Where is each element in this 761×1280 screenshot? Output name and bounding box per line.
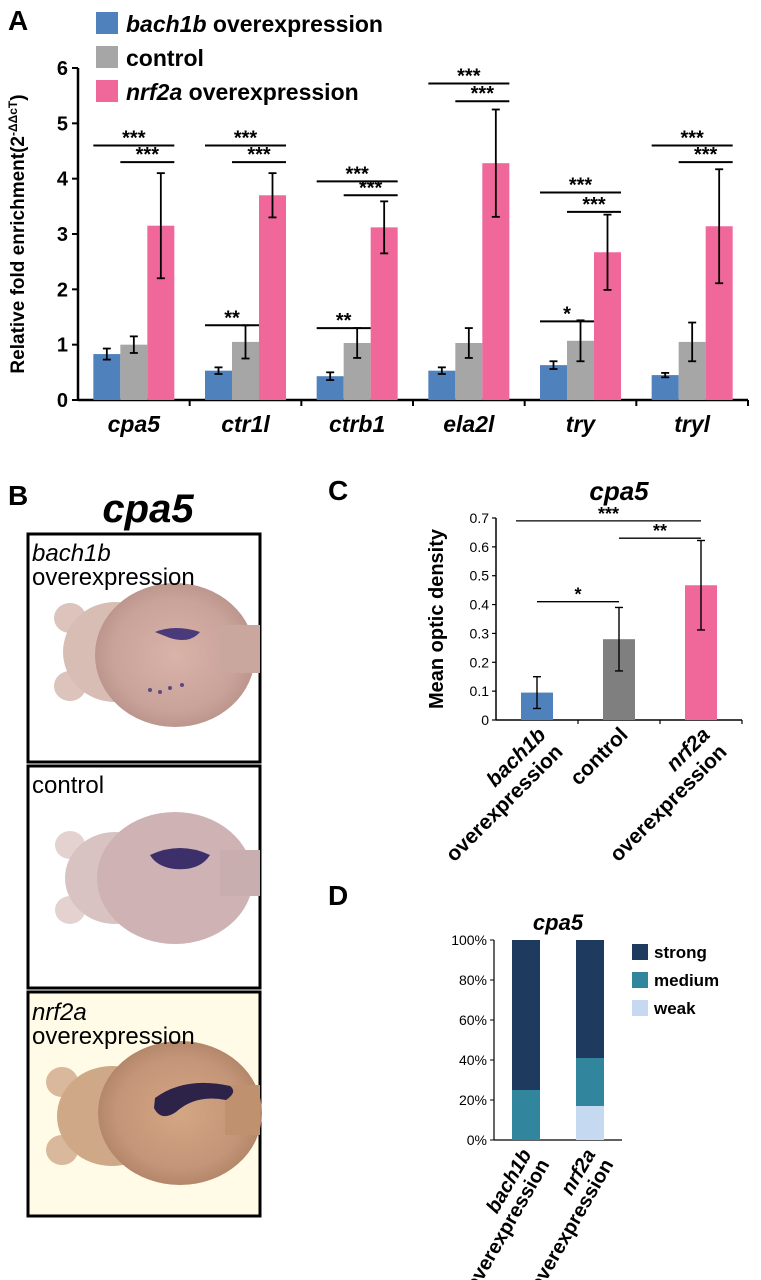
embryo-1 <box>54 583 260 727</box>
y-axis-label-a: Relative fold enrichment(2-ΔΔcT) <box>6 94 29 373</box>
chart-title-d: cpa5 <box>533 910 584 935</box>
bar-control <box>120 344 148 400</box>
y-tick-label-d: 40% <box>459 1052 487 1068</box>
y-tick-label-d: 80% <box>459 972 487 988</box>
panel-c-letter: C <box>328 475 348 506</box>
y-tick-label-c: 0.4 <box>470 597 490 613</box>
significance-label: *** <box>471 83 495 105</box>
significance-label: *** <box>694 144 718 166</box>
significance-label: *** <box>122 127 146 149</box>
x-category-label-a: ctrb1 <box>329 411 385 437</box>
legend-label-a: control <box>126 45 204 71</box>
legend-label-d: strong <box>654 943 707 962</box>
embryo-image-nrf2a: nrf2a overexpression <box>26 990 262 1218</box>
x-category-label-a: ela2l <box>443 411 495 437</box>
y-tick-label-c: 0.5 <box>470 568 490 584</box>
y-tick-label-d: 0% <box>467 1132 487 1148</box>
legend-label-d: medium <box>654 971 719 990</box>
bar-bach1b <box>316 376 344 400</box>
embryo-2 <box>55 812 260 944</box>
panel-b-letter: B <box>8 480 28 511</box>
caption-3-text: overexpression <box>32 1023 195 1050</box>
significance-label: *** <box>457 65 481 87</box>
y-tick-label-a: 2 <box>57 279 68 301</box>
panel-d-chart: cpa50%20%40%60%80%100%bach1boverexpressi… <box>451 910 719 1280</box>
significance-label: ** <box>336 310 352 332</box>
y-tick-label-c: 0.3 <box>470 625 490 641</box>
significance-label: *** <box>136 144 160 166</box>
caption-1-gene: bach1b <box>32 540 111 567</box>
significance-label: *** <box>247 144 271 166</box>
y-tick-label-a: 4 <box>57 169 69 191</box>
y-tick-label-d: 20% <box>459 1092 487 1108</box>
y-axis-label-c: Mean optic density <box>426 528 448 709</box>
y-tick-label-d: 100% <box>451 932 487 948</box>
legend-swatch-d <box>632 972 648 988</box>
legend-swatch-a <box>96 46 118 68</box>
bar-segment-weak <box>576 1106 604 1140</box>
embryo-image-bach1b: bach1b overexpression <box>26 532 262 764</box>
significance-label-c: ** <box>653 521 667 541</box>
significance-label: * <box>563 303 571 325</box>
y-tick-label-a: 0 <box>57 390 68 412</box>
legend-swatch-d <box>632 944 648 960</box>
significance-label: *** <box>359 177 383 199</box>
y-tick-label-c: 0 <box>481 712 489 728</box>
significance-label-c: *** <box>598 504 619 524</box>
caption-3-gene: nrf2a <box>32 999 87 1026</box>
x-category-label-a: ctr1l <box>221 411 270 437</box>
y-tick-label-c: 0.6 <box>470 539 490 555</box>
caption-1-text: overexpression <box>32 564 195 591</box>
y-tick-label-a: 5 <box>57 113 68 135</box>
bar-bach1b <box>540 365 567 400</box>
y-tick-label-a: 1 <box>57 335 68 357</box>
y-tick-label-c: 0.1 <box>470 683 490 699</box>
x-category-label-c: control <box>566 723 633 790</box>
significance-label: *** <box>234 127 258 149</box>
significance-label: *** <box>582 194 606 216</box>
bar-bach1b <box>428 370 456 400</box>
x-category-label-a: tryl <box>674 411 710 437</box>
panel-c-chart: cpa5 0 0.1 0.2 0.3 0.4 0.5 0.6 0.7 Mean optic den… <box>426 476 743 866</box>
panel-d-letter: D <box>328 880 348 911</box>
x-category-label-a: cpa5 <box>108 411 162 437</box>
bar-bach1b <box>93 354 121 400</box>
embryo-3 <box>46 1041 262 1185</box>
legend-label-d: weak <box>653 999 696 1018</box>
y-tick-label-d: 60% <box>459 1012 487 1028</box>
bar-segment-strong <box>576 940 604 1058</box>
x-category-label-a: try <box>566 411 597 437</box>
y-tick-label-a: 6 <box>57 58 68 80</box>
legend-swatch-a <box>96 80 118 102</box>
caption-2-text: control <box>32 772 104 799</box>
y-tick-label-c: 0.2 <box>470 654 490 670</box>
bar-nrf2a <box>370 227 398 400</box>
bar-segment-medium <box>512 1090 540 1140</box>
y-tick-label-c: 0.7 <box>470 510 490 526</box>
panel-a-letter: A <box>8 5 28 36</box>
bar-segment-medium <box>576 1058 604 1106</box>
chart-title-c: cpa5 <box>589 476 649 506</box>
bar-bach1b <box>651 375 679 400</box>
legend-label-a: bach1b overexpression <box>126 11 383 37</box>
bar-nrf2a <box>259 195 286 400</box>
legend-label-a: nrf2a overexpression <box>126 79 359 105</box>
panel-b-images: cpa5 bach1b overexpression <box>26 487 262 1218</box>
bar-bach1b <box>205 370 232 400</box>
bar-segment-strong <box>512 940 540 1090</box>
embryo-image-control: control <box>26 764 262 990</box>
legend-swatch-d <box>632 1000 648 1016</box>
significance-label: *** <box>680 127 704 149</box>
panel-a-chart: 0 1 2 3 4 5 6 Relative fold enrichment(2-ΔΔcT) c… <box>6 11 749 437</box>
panel-b-title: cpa5 <box>102 487 194 531</box>
significance-label: *** <box>345 163 369 185</box>
y-tick-label-a: 3 <box>57 224 68 246</box>
significance-label: ** <box>224 307 240 329</box>
significance-label: *** <box>569 175 593 197</box>
legend-swatch-a <box>96 12 118 34</box>
significance-label-c: * <box>574 585 581 605</box>
